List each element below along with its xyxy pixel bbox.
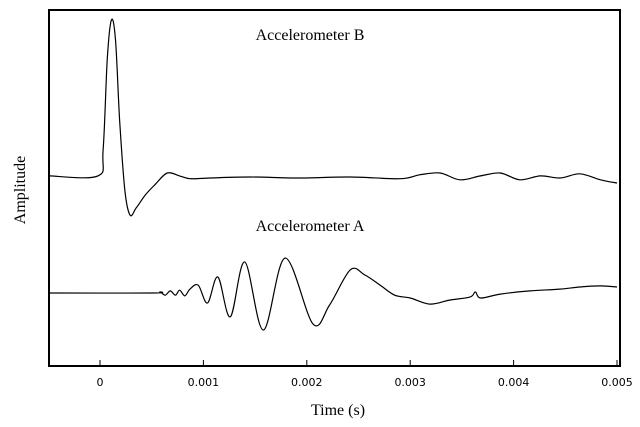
x-tick-label: 0.001: [188, 376, 220, 389]
x-tick-label: 0.005: [601, 376, 633, 389]
y-axis-label: Amplitude: [12, 156, 29, 224]
x-tick-label: 0.004: [498, 376, 530, 389]
series-group: [48, 18, 618, 331]
annotation-accelerometer-a: Accelerometer A: [256, 218, 365, 235]
annotation-accelerometer-b: Accelerometer B: [256, 27, 365, 44]
x-axis-label: Time (s): [311, 402, 365, 419]
x-ticks: 0 0.001 0.002 0.003 0.004 0.005: [97, 360, 633, 389]
x-tick-label: 0.003: [394, 376, 426, 389]
x-tick-label: 0.002: [291, 376, 323, 389]
series-line-accelerometer-a: [48, 257, 618, 331]
x-tick-label: 0: [97, 376, 104, 389]
plot-frame: [48, 9, 621, 367]
series-line-accelerometer-b: [48, 18, 618, 217]
